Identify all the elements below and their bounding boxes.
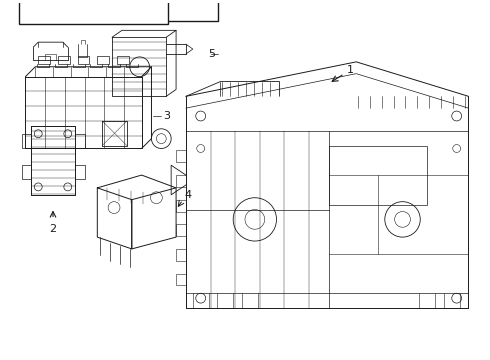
Text: 2: 2 [49, 224, 56, 234]
Bar [91, 0, 219, 21]
Bar [19, 0, 168, 24]
Bar [329, 145, 427, 204]
Bar [117, 56, 129, 64]
Text: 4: 4 [184, 190, 191, 200]
Text: 1: 1 [346, 65, 353, 75]
Bar [38, 56, 50, 64]
Text: 5: 5 [209, 49, 216, 59]
Bar [58, 56, 70, 64]
Bar [77, 56, 90, 64]
Text: 3: 3 [163, 111, 171, 121]
Bar [98, 56, 109, 64]
